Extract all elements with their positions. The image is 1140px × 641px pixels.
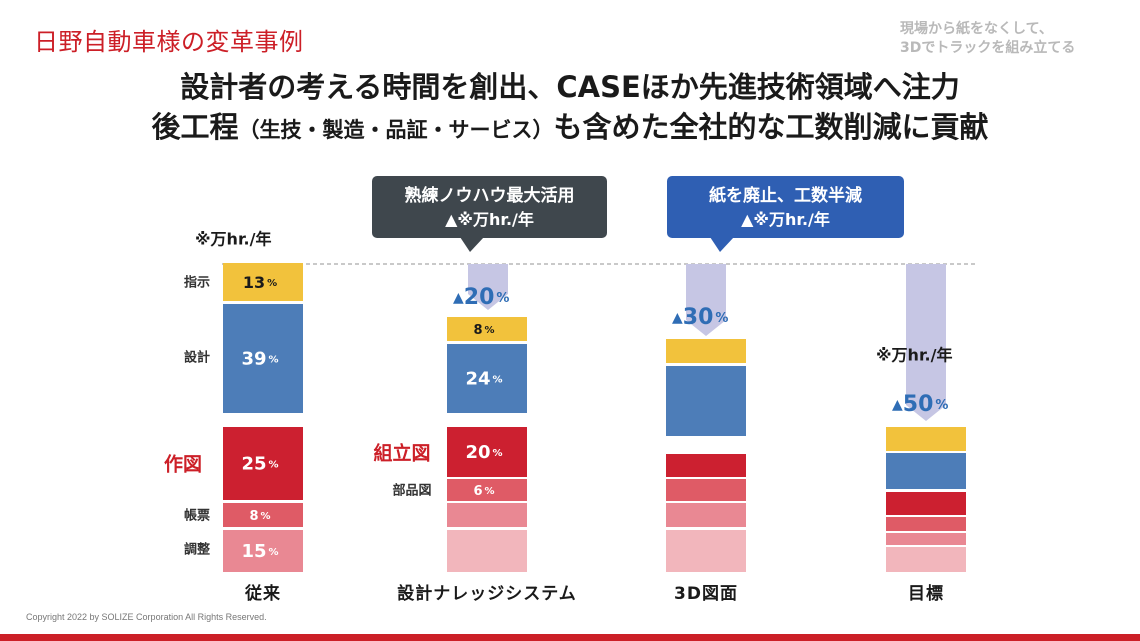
bar-4-segment-drawing <box>886 492 966 515</box>
bar-2-segment-design <box>447 344 527 413</box>
callout-knowledge-tail <box>460 237 484 252</box>
bar-1-value-drawing: 25% <box>241 454 278 475</box>
category-label-4: 目標 <box>908 583 944 604</box>
bar-2-segment-instruction <box>447 317 527 341</box>
bar-1-value-design: 39% <box>241 349 278 370</box>
bar-2-value-design: 24% <box>465 369 502 390</box>
callout-3d-line1: 紙を廃止、工数半減 <box>709 186 862 206</box>
reduction-label-1: ▲20% <box>453 285 509 310</box>
unit-note: ※万hr./年 <box>195 230 271 249</box>
header-note-line1: 現場から紙をなくして、 <box>900 21 1053 37</box>
bar-4-segment-design <box>886 453 966 489</box>
bar-2-segment-adjust <box>447 503 527 527</box>
bar-3-segment-adjust <box>666 503 746 527</box>
reduction-arrow-2 <box>686 264 726 336</box>
bar-4-segment-adjust <box>886 533 966 545</box>
bar-1-segment-form <box>223 503 303 527</box>
bar-1-segment-design <box>223 304 303 413</box>
page-title: 日野自動車様の変革事例 <box>34 28 304 56</box>
bar-2-value-instruction: 8% <box>473 323 494 338</box>
callout-3d: 紙を廃止、工数半減 ▲※万hr./年 <box>667 176 904 238</box>
bar-4-segment-instruction <box>886 427 966 451</box>
bar-3-segment-form <box>666 479 746 501</box>
callout-knowledge: 熟練ノウハウ最大活用 ▲※万hr./年 <box>372 176 607 238</box>
headline-line2-a: 後工程 <box>151 110 239 144</box>
headline-line2-b: （生技・製造・品証・サービス） <box>238 118 554 142</box>
category-label-1: 従来 <box>244 583 281 604</box>
row-label-instruction: 指示 <box>184 275 210 291</box>
bar-4-segment-light <box>886 547 966 572</box>
bar-2-value-drawing: 20% <box>465 442 502 463</box>
bar-4-segment-form <box>886 517 966 531</box>
reduction-label-2: ▲30% <box>672 305 728 330</box>
bar-3-segment-light <box>666 530 746 572</box>
bar-1-segment-instruction <box>223 263 303 301</box>
row-label-drawing: 作図 <box>164 453 202 476</box>
bar-1-value-adjust: 15% <box>241 541 278 562</box>
callout-knowledge-line2: ▲※万hr./年 <box>445 210 534 229</box>
row-label-assembly: 組立図 <box>373 442 430 465</box>
callout-knowledge-line1: 熟練ノウハウ最大活用 <box>404 186 575 206</box>
headline-line2-c: も含めた全社的な工数削減に貢献 <box>553 110 989 144</box>
row-label-design: 設計 <box>184 350 210 366</box>
callout-3d-tail <box>710 237 734 252</box>
bar-1-value-instruction: 13% <box>243 273 277 292</box>
bar-1-segment-adjust <box>223 530 303 572</box>
row-label-form: 帳票 <box>184 508 210 524</box>
bar-3-segment-design <box>666 366 746 436</box>
row-label-parts: 部品図 <box>392 483 431 499</box>
header-note-line2: 3Dでトラックを組み立てる <box>900 40 1076 56</box>
unit-note-target: ※万hr./年 <box>876 346 952 365</box>
row-label-adjust: 調整 <box>184 542 211 558</box>
headline-line2: 後工程（生技・製造・品証・サービス）も含めた全社的な工数削減に貢献 <box>0 104 1140 146</box>
bar-1-segment-drawing <box>223 427 303 500</box>
bar-2-segment-form <box>447 479 527 501</box>
reduction-arrow-1 <box>468 264 508 310</box>
reduction-arrow-3 <box>906 264 946 421</box>
footer-bar <box>0 634 1140 641</box>
category-label-2: 設計ナレッジシステム <box>397 583 577 604</box>
headline-line1: 設計者の考える時間を創出、CASEほか先進技術領域へ注力 <box>180 70 960 104</box>
header-note: 現場から紙をなくして、 3Dでトラックを組み立てる <box>900 20 1100 58</box>
reduction-label-3: ▲50% <box>892 392 948 417</box>
callout-3d-line2: ▲※万hr./年 <box>741 210 830 229</box>
category-label-3: 3D図面 <box>674 584 738 604</box>
bar-2-segment-light <box>447 530 527 572</box>
bar-1-value-form: 8% <box>249 509 270 524</box>
bar-3-segment-instruction <box>666 339 746 363</box>
bar-3-segment-drawing <box>666 454 746 477</box>
copyright: Copyright 2022 by SOLIZE Corporation All… <box>26 612 267 622</box>
bar-2-segment-drawing <box>447 427 527 477</box>
bar-2-value-form: 6% <box>473 484 494 499</box>
